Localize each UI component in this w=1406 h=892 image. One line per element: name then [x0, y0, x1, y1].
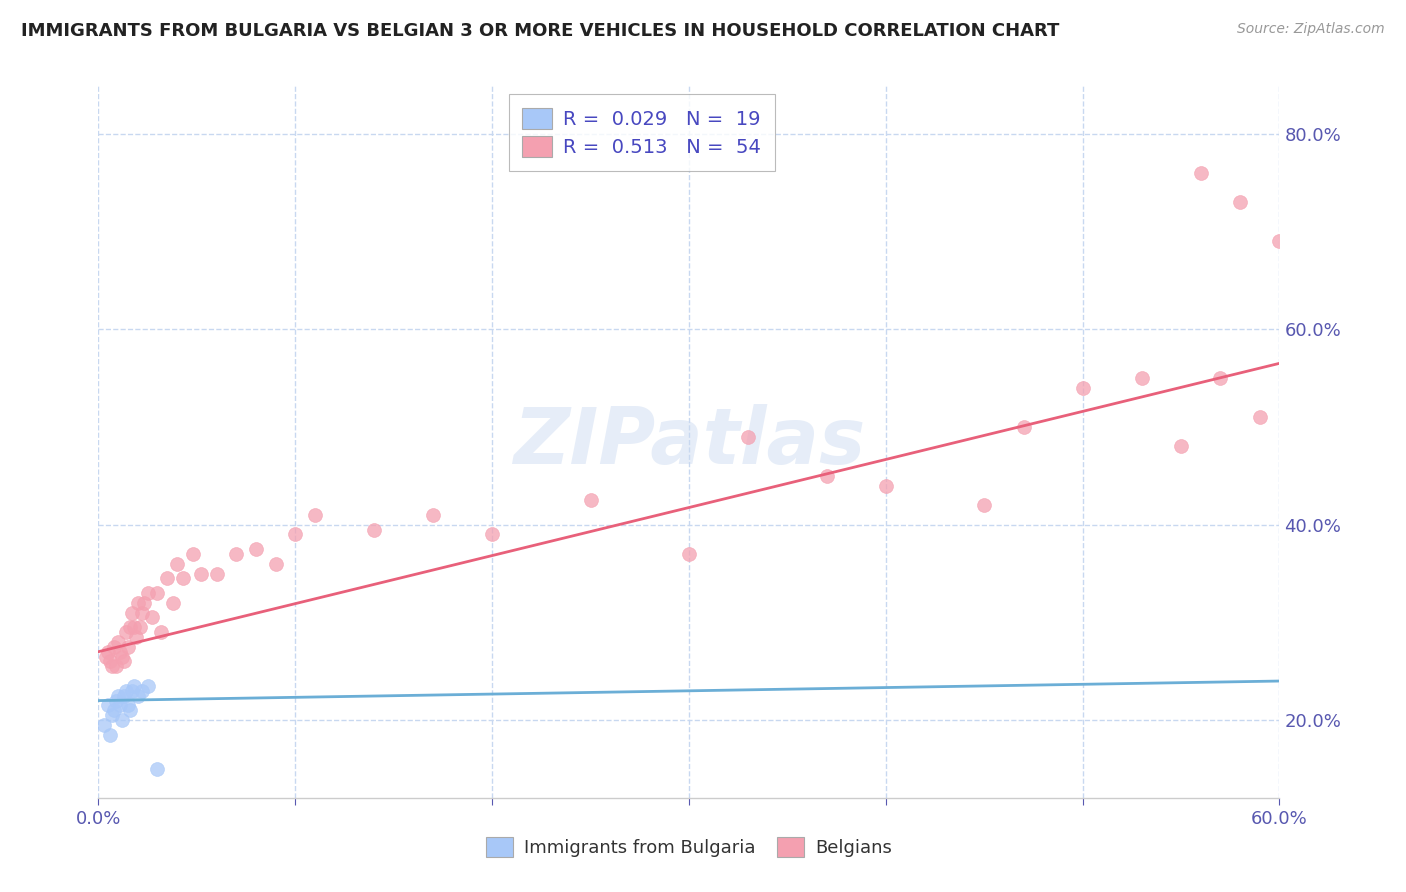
- Point: [96, 649, 118, 664]
- Point: [121, 683, 143, 698]
- Point: [190, 566, 212, 581]
- Point: [122, 679, 145, 693]
- Point: [146, 586, 169, 600]
- Point: [1209, 371, 1232, 385]
- Point: [117, 640, 139, 654]
- Point: [1012, 420, 1035, 434]
- Point: [162, 596, 184, 610]
- Point: [141, 610, 163, 624]
- Point: [118, 620, 141, 634]
- Point: [737, 430, 759, 444]
- Point: [107, 635, 129, 649]
- Point: [166, 557, 188, 571]
- Point: [103, 640, 125, 654]
- Point: [136, 586, 159, 600]
- Text: ZIPatlas: ZIPatlas: [513, 403, 865, 480]
- Point: [1229, 195, 1251, 210]
- Point: [115, 683, 138, 698]
- Point: [101, 708, 124, 723]
- Point: [225, 547, 247, 561]
- Point: [363, 523, 385, 537]
- Point: [579, 493, 602, 508]
- Point: [678, 547, 700, 561]
- Point: [1130, 371, 1153, 385]
- Point: [97, 698, 120, 713]
- Point: [105, 693, 128, 707]
- Point: [422, 508, 444, 522]
- Point: [127, 689, 149, 703]
- Point: [1071, 381, 1094, 395]
- Point: [150, 625, 173, 640]
- Point: [1249, 410, 1271, 425]
- Point: [875, 478, 897, 492]
- Point: [172, 571, 194, 585]
- Point: [205, 566, 228, 581]
- Point: [122, 620, 145, 634]
- Point: [973, 498, 995, 512]
- Point: [105, 659, 128, 673]
- Point: [1170, 439, 1192, 453]
- Point: [101, 659, 124, 673]
- Point: [156, 571, 179, 585]
- Text: IMMIGRANTS FROM BULGARIA VS BELGIAN 3 OR MORE VEHICLES IN HOUSEHOLD CORRELATION : IMMIGRANTS FROM BULGARIA VS BELGIAN 3 OR…: [21, 22, 1060, 40]
- Point: [131, 606, 153, 620]
- Text: Source: ZipAtlas.com: Source: ZipAtlas.com: [1237, 22, 1385, 37]
- Point: [181, 547, 204, 561]
- Point: [264, 557, 287, 571]
- Point: [1189, 166, 1212, 180]
- Point: [112, 689, 135, 703]
- Point: [98, 728, 121, 742]
- Point: [481, 527, 503, 541]
- Point: [115, 625, 138, 640]
- Point: [111, 649, 134, 664]
- Point: [132, 596, 155, 610]
- Point: [93, 718, 115, 732]
- Point: [128, 620, 150, 634]
- Point: [131, 683, 153, 698]
- Point: [136, 679, 159, 693]
- Point: [245, 542, 267, 557]
- Point: [284, 527, 307, 541]
- Point: [108, 645, 131, 659]
- Point: [111, 713, 134, 727]
- Point: [112, 655, 135, 669]
- Point: [121, 606, 143, 620]
- Point: [97, 645, 120, 659]
- Point: [103, 703, 125, 717]
- Point: [98, 655, 121, 669]
- Point: [1268, 234, 1291, 248]
- Point: [304, 508, 326, 522]
- Point: [107, 689, 129, 703]
- Point: [127, 596, 149, 610]
- Legend: Immigrants from Bulgaria, Belgians: Immigrants from Bulgaria, Belgians: [479, 830, 898, 864]
- Point: [117, 698, 139, 713]
- Point: [108, 698, 131, 713]
- Point: [815, 468, 838, 483]
- Point: [118, 703, 141, 717]
- Point: [146, 762, 169, 776]
- Point: [125, 630, 148, 644]
